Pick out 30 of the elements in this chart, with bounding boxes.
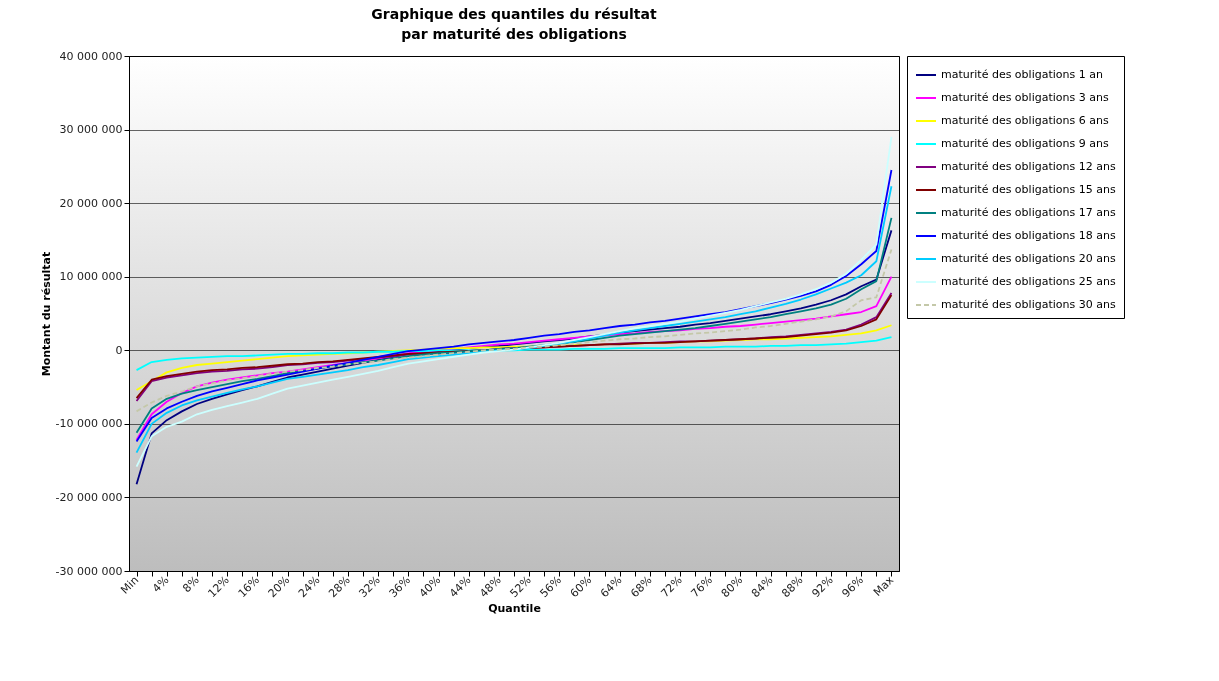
line-series [135,248,893,413]
legend-label: maturité des obligations 3 ans [941,91,1109,104]
y-tick-label: 30 000 000 [59,123,123,137]
y-tick-label: 10 000 000 [59,270,123,284]
legend-label: maturité des obligations 20 ans [941,252,1116,265]
y-tick-label: 0 [115,343,123,357]
line-series [135,136,893,468]
legend-label: maturité des obligations 1 an [941,68,1103,81]
y-tick-label: -20 000 000 [55,490,123,504]
x-axis-title: Quantile [488,602,541,616]
legend-label: maturité des obligations 17 ans [941,206,1116,219]
legend-label: maturité des obligations 18 ans [941,229,1116,242]
x-tick-label: 8% [180,573,202,596]
legend-label: maturité des obligations 30 ans [941,298,1116,311]
line-series [135,275,893,441]
y-tick-label: 20 000 000 [59,196,123,210]
legend-label: maturité des obligations 6 ans [941,114,1109,127]
x-tick-label: 4% [149,573,172,596]
line-series [135,216,893,434]
y-tick-label: 40 000 000 [59,49,123,63]
y-axis-title: Montant du résultat [39,251,53,377]
legend-label: maturité des obligations 15 ans [941,183,1116,196]
y-tick-label: -10 000 000 [55,417,123,431]
y-tick-label: -30 000 000 [55,564,123,578]
legend-label: maturité des obligations 9 ans [941,137,1109,150]
legend-label: maturité des obligations 12 ans [941,160,1116,173]
chart-title: Graphique des quantiles du résultat [371,6,657,22]
chart-subtitle: par maturité des obligations [401,26,627,42]
legend-label: maturité des obligations 25 ans [941,275,1116,288]
line-series [135,336,893,372]
